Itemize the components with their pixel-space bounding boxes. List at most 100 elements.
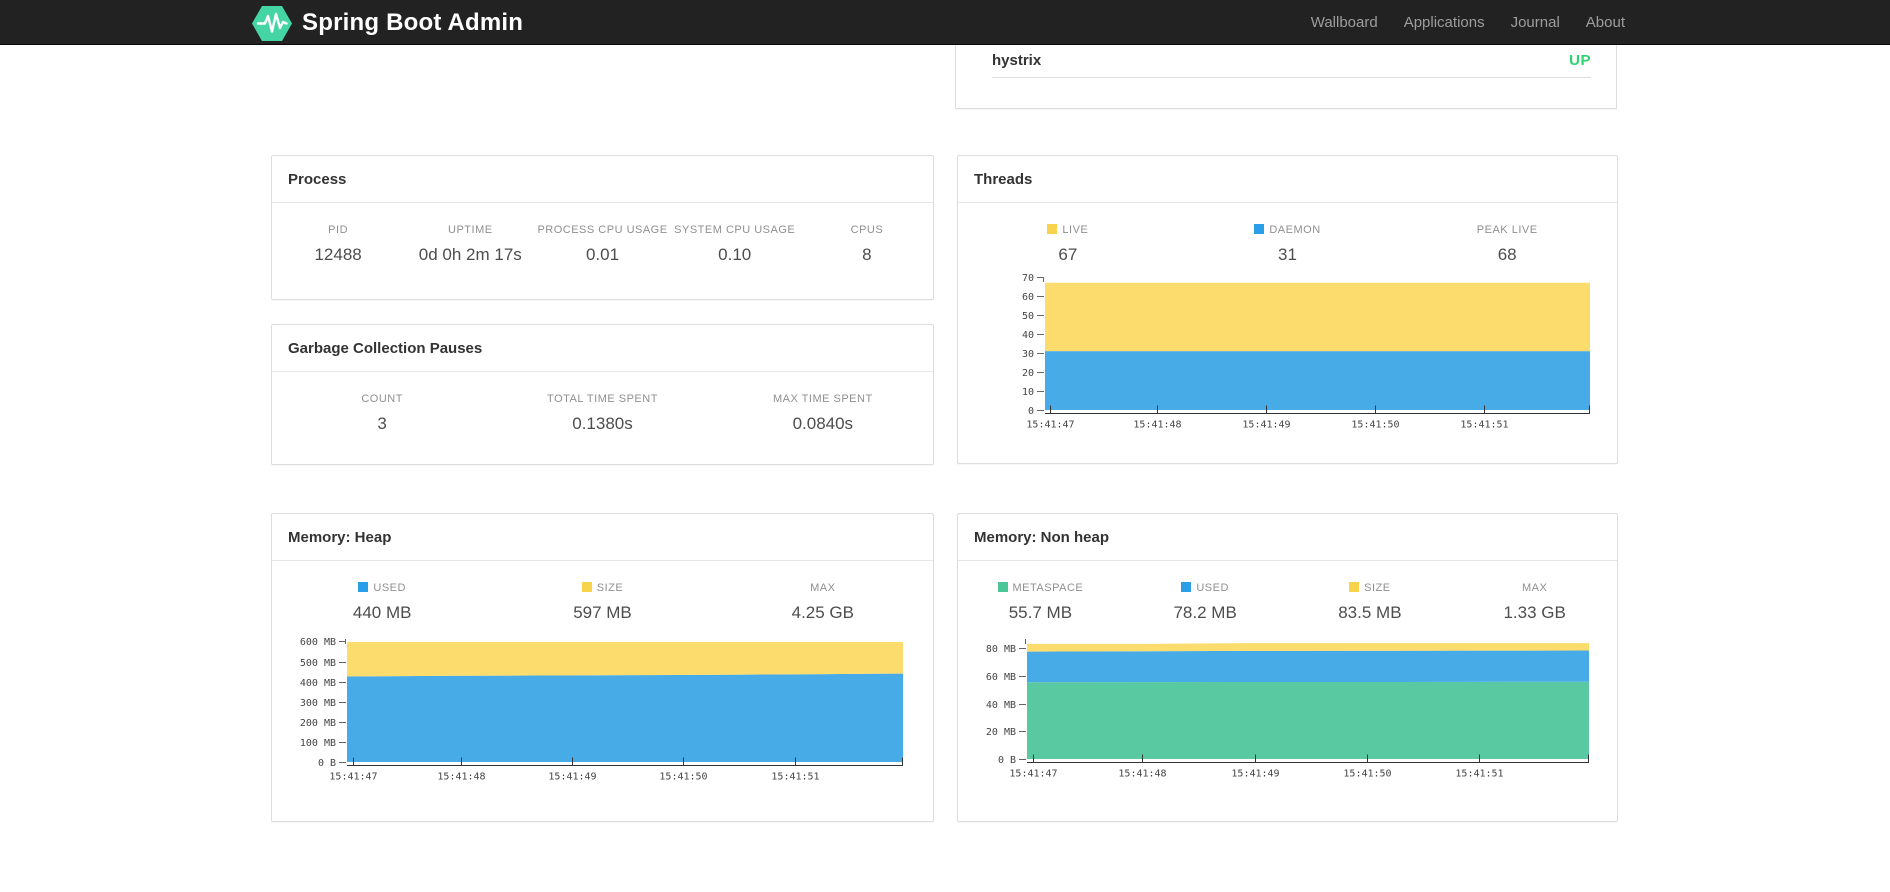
- svg-text:300 MB: 300 MB: [300, 698, 336, 709]
- threads-chart-svg: 0 10 20 30 40 50 60 70 15:41:47 15:41:48 15:41:49 1…: [1022, 273, 1590, 431]
- svg-text:15:41:47: 15:41:47: [1009, 769, 1057, 780]
- process-stat-process-cpu-usage: PROCESS CPU USAGE 0.01: [536, 224, 668, 265]
- page: hystrix UP Process PID 12488 UPTIME 0d 0h 2…: [0, 45, 1890, 892]
- stat-label: LIVE: [958, 224, 1178, 236]
- legend-swatch-icon: [1349, 582, 1360, 592]
- stat-label: CPUS: [850, 224, 884, 236]
- svg-text:20: 20: [1022, 368, 1034, 379]
- heap-area-used: [347, 673, 903, 762]
- stat-value: 0d 0h 2m 17s: [418, 245, 522, 264]
- threads-chart: 0 10 20 30 40 50 60 70 15:41:47 15:41:48 15:41:49 1…: [999, 269, 1617, 436]
- stat-value: 55.7 MB: [1008, 603, 1073, 622]
- stat-value: 597 MB: [573, 603, 632, 622]
- stat-value: 83.5 MB: [1338, 603, 1402, 622]
- svg-text:40: 40: [1022, 330, 1034, 341]
- legend-swatch-icon: [1254, 224, 1265, 234]
- stat-value: 0.0840s: [792, 414, 854, 433]
- heap-chart: 0 B 100 MB 200 MB 300 MB 400 MB 500 MB 600 MB 1…: [287, 631, 933, 788]
- stat-label: DAEMON: [1178, 224, 1398, 236]
- svg-text:15:41:50: 15:41:50: [1351, 420, 1399, 431]
- gc-stats: COUNT 3 TOTAL TIME SPENT 0.1380s MAX TIME SP…: [272, 393, 933, 434]
- stat-value: 78.2 MB: [1173, 603, 1237, 622]
- svg-text:600 MB: 600 MB: [300, 637, 336, 648]
- stat-value: 67: [1058, 245, 1078, 264]
- process-stat-pid: PID 12488: [272, 224, 404, 265]
- svg-text:500 MB: 500 MB: [300, 658, 336, 669]
- nonheap-chart-svg: 0 B 20 MB 40 MB 60 MB 80 MB 15:41:47 15:41:48 1…: [986, 639, 1589, 780]
- stat-value: 12488: [314, 245, 362, 264]
- nav-link-wallboard[interactable]: Wallboard: [1310, 14, 1378, 31]
- svg-text:15:41:50: 15:41:50: [1343, 769, 1391, 780]
- nav-link-applications[interactable]: Applications: [1403, 14, 1485, 31]
- svg-text:0 B: 0 B: [998, 755, 1016, 766]
- nonheap-chart: 0 B 20 MB 40 MB 60 MB 80 MB 15:41:47 15:41:48 1…: [967, 631, 1617, 785]
- gc-stat-count: COUNT 3: [272, 393, 492, 434]
- svg-text:40 MB: 40 MB: [986, 700, 1016, 711]
- stat-label: TOTAL TIME SPENT: [547, 393, 658, 405]
- svg-text:0 B: 0 B: [318, 758, 336, 769]
- stat-value: 1.33 GB: [1503, 603, 1566, 622]
- svg-text:15:41:49: 15:41:49: [1242, 420, 1290, 431]
- gc-card-title: Garbage Collection Pauses: [272, 325, 933, 372]
- stat-label: UPTIME: [448, 224, 493, 236]
- nav-links: Wallboard Applications Journal About: [1311, 0, 1625, 45]
- svg-text:15:41:48: 15:41:48: [1133, 420, 1181, 431]
- stat-label: MAX: [1521, 582, 1548, 594]
- stat-label: USED: [272, 582, 492, 594]
- nonheap-area-used: [1027, 650, 1589, 683]
- service-status-card: hystrix UP: [955, 45, 1617, 109]
- stat-value: 31: [1278, 245, 1297, 264]
- svg-text:15:41:47: 15:41:47: [329, 772, 377, 783]
- svg-text:15:41:50: 15:41:50: [659, 772, 707, 783]
- gc-stat-total-time-spent: TOTAL TIME SPENT 0.1380s: [492, 393, 712, 434]
- stat-value: 0.01: [585, 245, 620, 264]
- brand-link[interactable]: Spring Boot Admin: [252, 0, 523, 45]
- stat-value: 0.10: [718, 245, 752, 264]
- stat-label: COUNT: [361, 393, 403, 405]
- legend-swatch-icon: [1181, 582, 1192, 592]
- stat-value: 4.25 GB: [791, 603, 854, 622]
- nonheap-area-size: [1027, 643, 1589, 652]
- heap-chart-svg: 0 B 100 MB 200 MB 300 MB 400 MB 500 MB 600 MB 1…: [300, 637, 903, 783]
- process-stat-uptime: UPTIME 0d 0h 2m 17s: [404, 224, 536, 265]
- heap-stat-size: SIZE 597 MB: [492, 582, 712, 623]
- heap-area-size: [347, 642, 903, 677]
- svg-text:20 MB: 20 MB: [986, 727, 1016, 738]
- threads-stat-live: LIVE 67: [958, 224, 1178, 265]
- heap-stats: USED 440 MB SIZE 597 MB MAX 4.25 GB: [272, 582, 933, 623]
- gc-stat-max-time-spent: MAX TIME SPENT 0.0840s: [713, 393, 933, 434]
- stat-value: 3: [377, 414, 387, 433]
- nav-link-journal[interactable]: Journal: [1510, 14, 1560, 31]
- svg-text:50: 50: [1022, 311, 1034, 322]
- svg-text:15:41:47: 15:41:47: [1026, 420, 1074, 431]
- svg-text:15:41:49: 15:41:49: [548, 772, 596, 783]
- threads-area-live: [1045, 282, 1590, 352]
- legend-swatch-icon: [581, 582, 592, 592]
- divider: [992, 77, 1591, 78]
- nonheap-area-metaspace: [1027, 681, 1589, 759]
- threads-area-daemon: [1045, 351, 1590, 410]
- heap-stat-max: MAX 4.25 GB: [713, 582, 933, 623]
- nonheap-card-title: Memory: Non heap: [958, 514, 1617, 561]
- nonheap-stat-size: SIZE 83.5 MB: [1288, 582, 1453, 623]
- memory-nonheap-card: Memory: Non heap METASPACE 55.7 MB USED 78.…: [957, 513, 1618, 822]
- svg-text:10: 10: [1022, 387, 1034, 398]
- stat-label: MAX: [810, 582, 836, 594]
- svg-text:80 MB: 80 MB: [986, 644, 1016, 655]
- process-stats: PID 12488 UPTIME 0d 0h 2m 17s PROCESS CPU US…: [272, 224, 933, 265]
- nav-link-about[interactable]: About: [1585, 14, 1625, 31]
- nonheap-stats: METASPACE 55.7 MB USED 78.2 MB SIZE 83.5 MB MA…: [958, 582, 1617, 623]
- threads-stats: LIVE 67 DAEMON 31 PEAK LIVE 68: [958, 224, 1617, 265]
- legend-swatch-icon: [997, 582, 1008, 592]
- svg-text:400 MB: 400 MB: [300, 678, 336, 689]
- svg-text:15:41:48: 15:41:48: [1118, 769, 1166, 780]
- service-status-row: hystrix UP: [956, 45, 1616, 69]
- brand-title: Spring Boot Admin: [302, 8, 524, 36]
- nonheap-stat-max: MAX 1.33 GB: [1452, 582, 1617, 623]
- stat-label: PID: [328, 224, 349, 236]
- svg-text:60 MB: 60 MB: [986, 672, 1016, 683]
- stat-label: SIZE: [1288, 582, 1453, 594]
- threads-card: Threads LIVE 67 DAEMON 31 PEAK LIVE 68 0 10 20 3…: [957, 155, 1618, 464]
- heap-card-title: Memory: Heap: [272, 514, 933, 561]
- process-card-title: Process: [272, 156, 933, 203]
